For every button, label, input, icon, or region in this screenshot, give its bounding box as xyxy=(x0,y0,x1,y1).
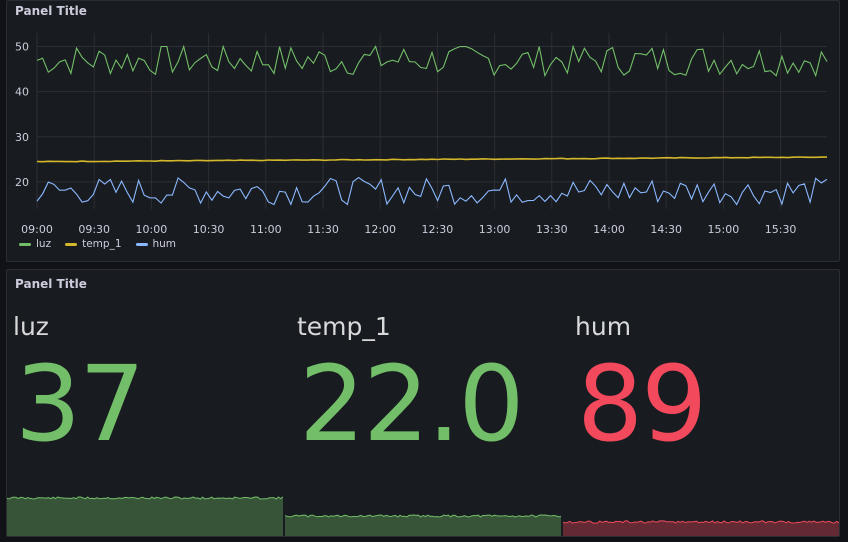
sparkline-line xyxy=(285,514,561,518)
x-tick-label: 10:00 xyxy=(136,223,168,236)
x-tick-label: 13:30 xyxy=(536,223,568,236)
x-tick-label: 12:30 xyxy=(422,223,454,236)
sparkline-temp-1 xyxy=(285,514,561,536)
legend-swatch-temp-1 xyxy=(65,242,78,246)
series-line-temp-1[interactable] xyxy=(36,156,827,163)
legend-swatch-luz xyxy=(19,242,31,246)
stat-value: 89 xyxy=(577,343,707,465)
x-tick-label: 12:00 xyxy=(364,223,396,236)
y-tick-label: 50 xyxy=(15,41,29,54)
legend-label: hum xyxy=(152,238,177,250)
stat-temp-1: temp_1 22.0 xyxy=(291,300,569,530)
sparkline-area xyxy=(285,514,561,536)
x-tick-label: 09:30 xyxy=(78,223,110,236)
series-line-luz[interactable] xyxy=(36,44,828,78)
sparkline-line xyxy=(563,520,839,524)
stat-label: hum xyxy=(575,312,632,341)
chart-legend: luz temp_1 hum xyxy=(19,238,176,250)
y-tick-label: 20 xyxy=(15,176,29,189)
x-tick-label: 09:00 xyxy=(21,223,53,236)
stat-value: 22.0 xyxy=(299,343,525,465)
legend-item-hum[interactable]: hum xyxy=(135,238,177,250)
x-tick-label: 15:30 xyxy=(765,223,797,236)
y-tick-label: 30 xyxy=(15,131,29,144)
sparkline-luz xyxy=(7,496,283,536)
x-tick-label: 14:00 xyxy=(593,223,625,236)
legend-item-luz[interactable]: luz xyxy=(19,238,51,250)
x-tick-label: 10:30 xyxy=(193,223,225,236)
x-tick-label: 15:00 xyxy=(708,223,740,236)
legend-swatch-hum xyxy=(135,242,148,246)
legend-item-temp-1[interactable]: temp_1 xyxy=(65,238,122,250)
series-line-hum[interactable] xyxy=(36,176,828,206)
panel-title[interactable]: Panel Title xyxy=(15,4,87,18)
sparkline-line xyxy=(7,496,283,500)
y-tick-label: 40 xyxy=(15,86,29,99)
timeseries-chart[interactable]: 20 30 40 50 09:00 09:30 10:00 10:30 11:00 11:30 12… xyxy=(7,1,841,241)
x-tick-label: 11:30 xyxy=(307,223,339,236)
x-tick-label: 14:30 xyxy=(650,223,682,236)
stat-hum: hum 89 xyxy=(569,300,839,530)
x-tick-label: 11:00 xyxy=(250,223,282,236)
sparkline-hum xyxy=(563,520,839,536)
stat-label: luz xyxy=(13,312,49,341)
stat-luz: luz 37 xyxy=(7,300,285,530)
legend-label: luz xyxy=(36,238,52,250)
sparkline-area xyxy=(7,496,283,536)
stat-panel[interactable]: Panel Title luz 37 temp_1 22.0 hum 89 xyxy=(6,269,840,537)
stat-label: temp_1 xyxy=(297,312,391,341)
sparkline-area xyxy=(563,520,839,536)
x-tick-label: 13:00 xyxy=(479,223,511,236)
panel-title[interactable]: Panel Title xyxy=(15,277,87,291)
stat-value: 37 xyxy=(15,343,145,465)
legend-label: temp_1 xyxy=(82,238,122,250)
timeseries-panel[interactable]: Panel Title 20 30 40 50 09:00 09:30 10:00 10:30… xyxy=(6,0,840,262)
